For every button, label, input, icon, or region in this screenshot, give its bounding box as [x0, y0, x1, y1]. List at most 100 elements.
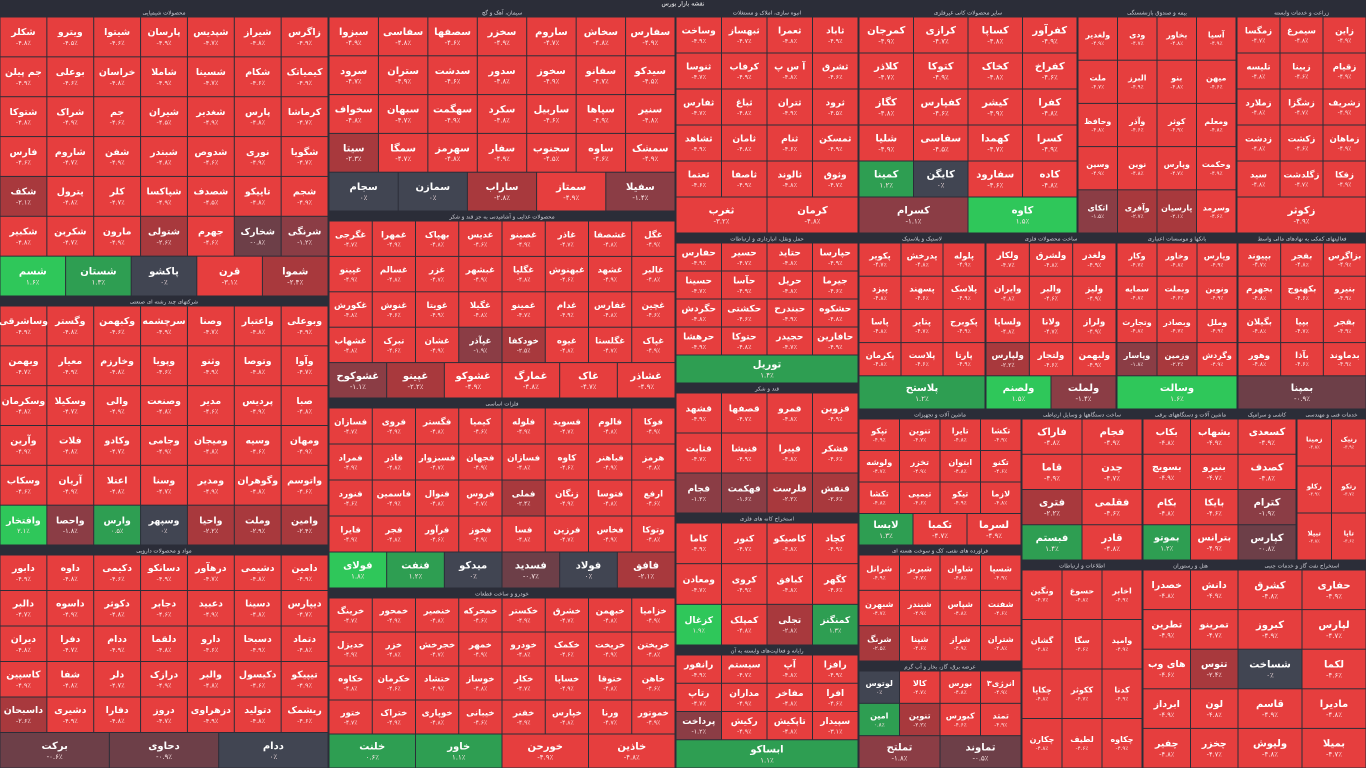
stock-change: ۱.۲٪: [915, 395, 929, 403]
stock-change: -۴.۹٪: [593, 116, 609, 124]
stock-change: -۰.۹٪: [1294, 395, 1310, 403]
stock-tile: [1157, 343, 1197, 376]
stock-change: -۴.۸٪: [250, 368, 265, 376]
stock-name: تمتد: [993, 710, 1009, 720]
stock-change: -۴.۸٪: [603, 618, 617, 625]
sector-title: استخراج کانه های فلزی: [740, 516, 795, 523]
stock-change: -۴.۶٪: [203, 159, 218, 167]
stock-tile: [281, 662, 328, 697]
stock-change: -۴.۹٪: [691, 415, 706, 423]
stock-tile: [813, 243, 858, 271]
stock-name: پیزد: [872, 284, 888, 295]
stock-tile: [900, 590, 940, 626]
stock-name: اتکای: [1088, 203, 1109, 212]
stock-tile: [1082, 490, 1142, 525]
stock-name: حتاید: [779, 248, 801, 258]
stock-tile: [131, 256, 197, 296]
stock-tile: [1323, 343, 1366, 376]
stock-name: فوکا: [644, 418, 663, 428]
stock-change: -۴.۹٪: [465, 383, 481, 391]
stock-tile: [0, 465, 47, 505]
stock-name: وخارزم: [100, 356, 134, 367]
stock-tile: [329, 17, 378, 56]
stock-name: فسدید: [515, 561, 547, 572]
stock-tile: [859, 17, 913, 53]
stock-tile: [502, 552, 560, 588]
stock-name: ولکار: [996, 251, 1019, 261]
stock-tile: [859, 514, 913, 545]
stock-tile: [676, 53, 721, 89]
stock-name: خموتور: [637, 709, 669, 719]
stock-name: شراز: [949, 634, 970, 644]
stock-change: -۴.۸٪: [297, 646, 312, 654]
stock-name: چخزر: [1201, 738, 1227, 749]
stock-name: خساپا: [555, 675, 580, 685]
stock-name: پتایر: [912, 317, 931, 328]
stock-name: ختشاد: [424, 675, 450, 685]
stock-tile: [234, 555, 281, 590]
stock-tile: [1237, 89, 1280, 125]
stock-change: -۴.۷٪: [873, 263, 886, 269]
stock-change: -۴.۸٪: [954, 469, 967, 475]
stock-name: وحکمت: [1202, 160, 1231, 169]
stock-tile: [329, 598, 372, 632]
stock-change: -۴.۸٪: [63, 198, 78, 206]
sector-title: فعالیتهای کمکی به نهادهای مالی واسط: [1257, 236, 1346, 243]
stock-tile: [767, 197, 858, 233]
stock-name: بکام: [1157, 497, 1177, 508]
stock-tile: [1323, 243, 1366, 276]
stock-name: شساخت: [1249, 660, 1291, 671]
stock-tile: [722, 604, 767, 645]
stock-change: -۱.۹٪: [473, 348, 487, 355]
stock-tile: [281, 591, 328, 626]
stock-change: -۴.۷٪: [1207, 474, 1223, 482]
stock-name: وسپهر: [148, 515, 180, 526]
stock-name: فرزین: [553, 526, 580, 536]
stock-name: دحاوی: [148, 741, 179, 752]
stock-tile: [1281, 309, 1323, 343]
stock-change: -۴.۹٪: [430, 686, 444, 693]
stock-name: واعتبار: [241, 316, 274, 327]
stock-change: -۱.۲٪: [297, 238, 312, 246]
stock-name: سفاسی: [383, 27, 423, 38]
stock-change: -۴.۷٪: [691, 109, 706, 117]
stock-change: ۱.۲٪: [879, 182, 893, 190]
stock-change: -۴.۹٪: [954, 646, 967, 652]
stock-change: -۴.۹٪: [544, 78, 560, 86]
stock-tile: [187, 591, 234, 626]
stock-change: -۴.۹٪: [1207, 545, 1223, 553]
stock-name: فبستم: [1036, 533, 1069, 544]
stock-name: شکربن: [54, 226, 86, 237]
stock-change: -۴.۷٪: [603, 720, 617, 727]
stock-name: درازک: [150, 670, 179, 681]
stock-tile: [477, 17, 527, 56]
stock-tile: [722, 327, 767, 355]
stock-change: -۴.۶٪: [445, 39, 461, 47]
stock-name: دفارا: [106, 705, 129, 716]
stock-name: کدنا: [1114, 686, 1130, 695]
stock-name: خاهن: [642, 675, 665, 685]
stock-tile: [859, 451, 899, 482]
stock-tile: [859, 482, 899, 513]
stock-name: کروی: [732, 575, 758, 585]
stock-name: قثابت: [686, 444, 712, 454]
stock-tile: [281, 697, 328, 732]
stock-change: ۰٪: [160, 279, 168, 287]
stock-change: -۴.۹٪: [913, 611, 926, 617]
stock-tile: [1191, 419, 1238, 454]
stock-name: پکوبرح: [950, 317, 978, 328]
stock-change: -۴.۸٪: [954, 438, 967, 444]
stock-change: -۴.۸٪: [878, 110, 894, 118]
stock-name: دانش: [1202, 580, 1227, 591]
stock-name: زگلدشت: [1284, 170, 1320, 181]
stock-tile: [968, 125, 1022, 161]
stock-name: وسکرمان: [2, 396, 46, 407]
stock-tile: [767, 327, 812, 355]
stock-change: -۴.۹٪: [1326, 592, 1342, 600]
stock-tile: [632, 327, 675, 363]
stock-change: -۴.۸٪: [1091, 128, 1104, 134]
stock-tile: [378, 17, 428, 56]
stock-tile: [767, 299, 812, 327]
stock-name: قجام: [687, 484, 710, 494]
stock-tile: [722, 393, 767, 433]
